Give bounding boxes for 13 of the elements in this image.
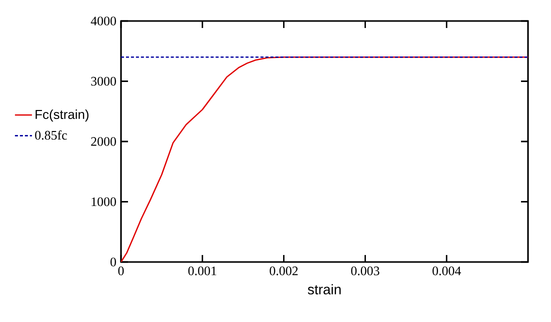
y-tick-label: 3000 (91, 76, 116, 86)
x-tick-label: 0.003 (351, 266, 380, 276)
x-tick-label: 0.002 (270, 266, 298, 276)
x-tick-label: 0 (118, 266, 124, 276)
legend-label: 0.85fc (35, 130, 67, 140)
y-tick-label: 0 (110, 258, 116, 266)
y-tick-label: 1000 (92, 197, 116, 206)
y-tick-label: 4000 (90, 16, 116, 26)
legend-label: Fc(strain) (36, 110, 88, 122)
x-tick-label: 0.004 (432, 266, 461, 276)
x-tick-label: 0.001 (188, 266, 216, 276)
x-axis-title: strain (308, 284, 341, 294)
y-tick-label: 2000 (91, 137, 116, 146)
